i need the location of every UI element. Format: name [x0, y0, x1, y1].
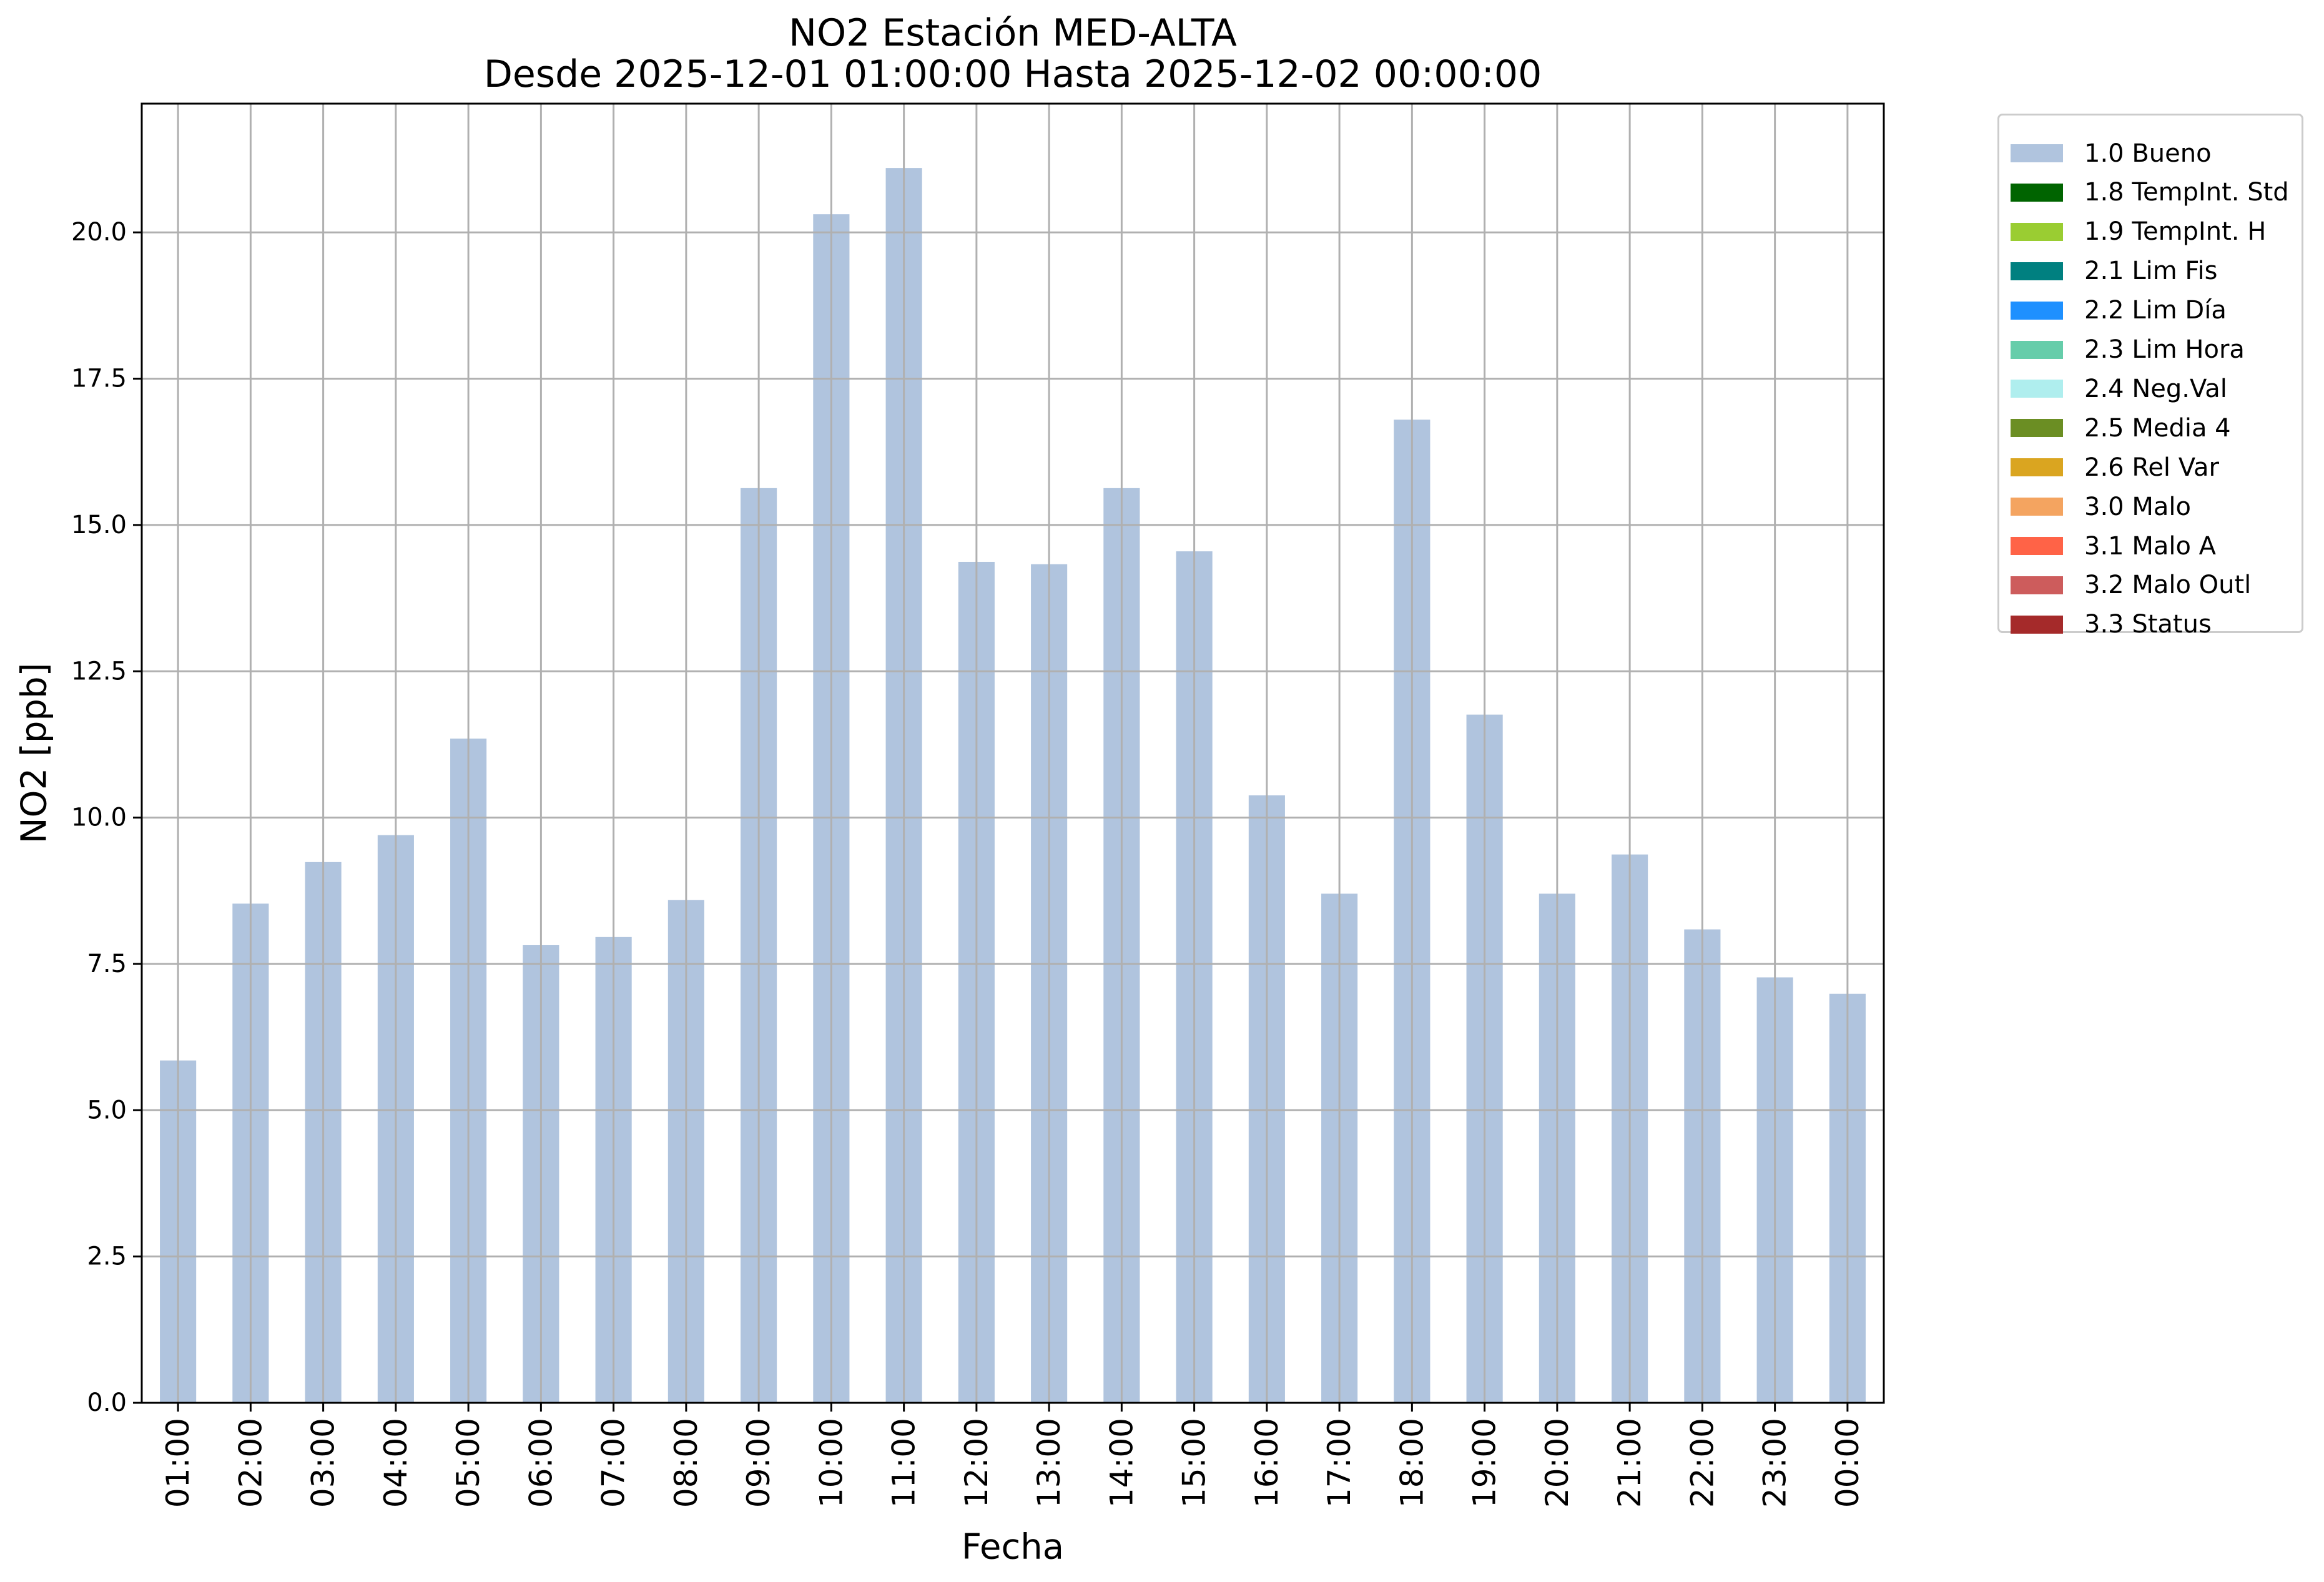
legend-label: 2.2 Lim Día: [2084, 296, 2227, 325]
x-tick-label: 22:00: [1684, 1418, 1720, 1508]
legend-label: 3.2 Malo Outl: [2084, 571, 2252, 600]
legend-swatch: [2011, 419, 2063, 438]
legend-item: 1.9 TempInt. H: [2011, 212, 2266, 252]
legend-item: 1.8 TempInt. Std: [2011, 173, 2289, 212]
legend-swatch: [2011, 183, 2063, 202]
legend-label: 1.9 TempInt. H: [2084, 217, 2267, 247]
legend-label: 2.5 Media 4: [2084, 413, 2231, 443]
legend-item: 2.1 Lim Fis: [2011, 252, 2217, 291]
x-tick-label: 04:00: [378, 1418, 414, 1508]
y-tick-label: 7.5: [87, 950, 127, 978]
legend-item: 1.0 Bueno: [2011, 134, 2212, 173]
legend-item: 2.6 Rel Var: [2011, 448, 2219, 487]
legend-item: 3.2 Malo Outl: [2011, 566, 2251, 605]
legend-label: 3.3 Status: [2084, 610, 2212, 639]
legend-swatch: [2011, 262, 2063, 280]
y-tick-label: 0.0: [87, 1388, 127, 1417]
x-tick-label: 20:00: [1539, 1418, 1575, 1508]
y-tick-label: 15.0: [71, 511, 127, 539]
legend-label: 2.4 Neg.Val: [2084, 374, 2227, 403]
y-tick-label: 12.5: [71, 657, 127, 685]
legend-label: 3.0 Malo: [2084, 492, 2191, 521]
legend-item: 2.5 Media 4: [2011, 408, 2231, 448]
x-tick-label: 13:00: [1031, 1418, 1067, 1508]
plot-frame: [140, 102, 1885, 1404]
x-tick-label: 11:00: [886, 1418, 922, 1508]
chart-title: NO2 Estación MED-ALTA: [789, 11, 1237, 55]
legend-item: 2.3 Lim Hora: [2011, 330, 2245, 370]
x-tick-label: 07:00: [596, 1418, 632, 1508]
legend-swatch: [2011, 222, 2063, 241]
y-tick-label: 2.5: [87, 1242, 127, 1271]
x-axis-label: Fecha: [962, 1527, 1064, 1568]
legend-label: 1.8 TempInt. Std: [2084, 178, 2289, 207]
legend-item: 3.3 Status: [2011, 605, 2212, 644]
legend-label: 2.1 Lim Fis: [2084, 257, 2218, 286]
x-tick-label: 01:00: [160, 1418, 196, 1508]
legend-label: 2.6 Rel Var: [2084, 453, 2219, 482]
legend-swatch: [2011, 301, 2063, 320]
legend-label: 1.0 Bueno: [2084, 139, 2212, 168]
x-tick-label: 23:00: [1757, 1418, 1793, 1508]
x-tick-label: 21:00: [1612, 1418, 1648, 1508]
legend-swatch: [2011, 576, 2063, 594]
chart-legend: 1.0 Bueno 1.8 TempInt. Std 1.9 TempInt. H 2…: [1997, 114, 2303, 639]
x-tick-label: 16:00: [1249, 1418, 1285, 1508]
x-tick-label: 00:00: [1829, 1418, 1866, 1508]
legend-label: 2.3 Lim Hora: [2084, 335, 2245, 364]
y-tick-label: 10.0: [71, 803, 127, 832]
legend-item: 3.0 Malo: [2011, 487, 2191, 526]
x-tick-label: 19:00: [1467, 1418, 1503, 1508]
x-tick-label: 06:00: [523, 1418, 559, 1508]
x-tick-label: 17:00: [1321, 1418, 1357, 1508]
chart-subtitle: Desde 2025-12-01 01:00:00 Hasta 2025-12-…: [483, 52, 1542, 96]
legend-item: 3.1 Malo A: [2011, 526, 2216, 566]
legend-label: 3.1 Malo A: [2084, 531, 2217, 561]
x-tick-label: 02:00: [232, 1418, 268, 1508]
x-tick-label: 15:00: [1176, 1418, 1213, 1508]
legend-swatch: [2011, 498, 2063, 516]
legend-swatch: [2011, 380, 2063, 398]
legend-swatch: [2011, 144, 2063, 162]
x-tick-label: 08:00: [668, 1418, 704, 1508]
y-axis-label: NO2 [ppb]: [14, 663, 55, 844]
legend-swatch: [2011, 537, 2063, 555]
x-tick-label: 09:00: [741, 1418, 777, 1508]
x-tick-label: 05:00: [450, 1418, 486, 1508]
x-tick-label: 10:00: [813, 1418, 849, 1508]
y-tick-label: 5.0: [87, 1096, 127, 1124]
legend-item: 2.4 Neg.Val: [2011, 369, 2227, 408]
legend-swatch: [2011, 340, 2063, 359]
legend-swatch: [2011, 615, 2063, 634]
y-tick-label: 17.5: [71, 365, 127, 393]
legend-swatch: [2011, 458, 2063, 477]
x-tick-label: 03:00: [305, 1418, 342, 1508]
legend-item: 2.2 Lim Día: [2011, 291, 2227, 330]
x-tick-label: 18:00: [1394, 1418, 1430, 1508]
y-tick-label: 20.0: [71, 218, 127, 247]
x-tick-label: 12:00: [958, 1418, 995, 1508]
x-tick-label: 14:00: [1103, 1418, 1140, 1508]
